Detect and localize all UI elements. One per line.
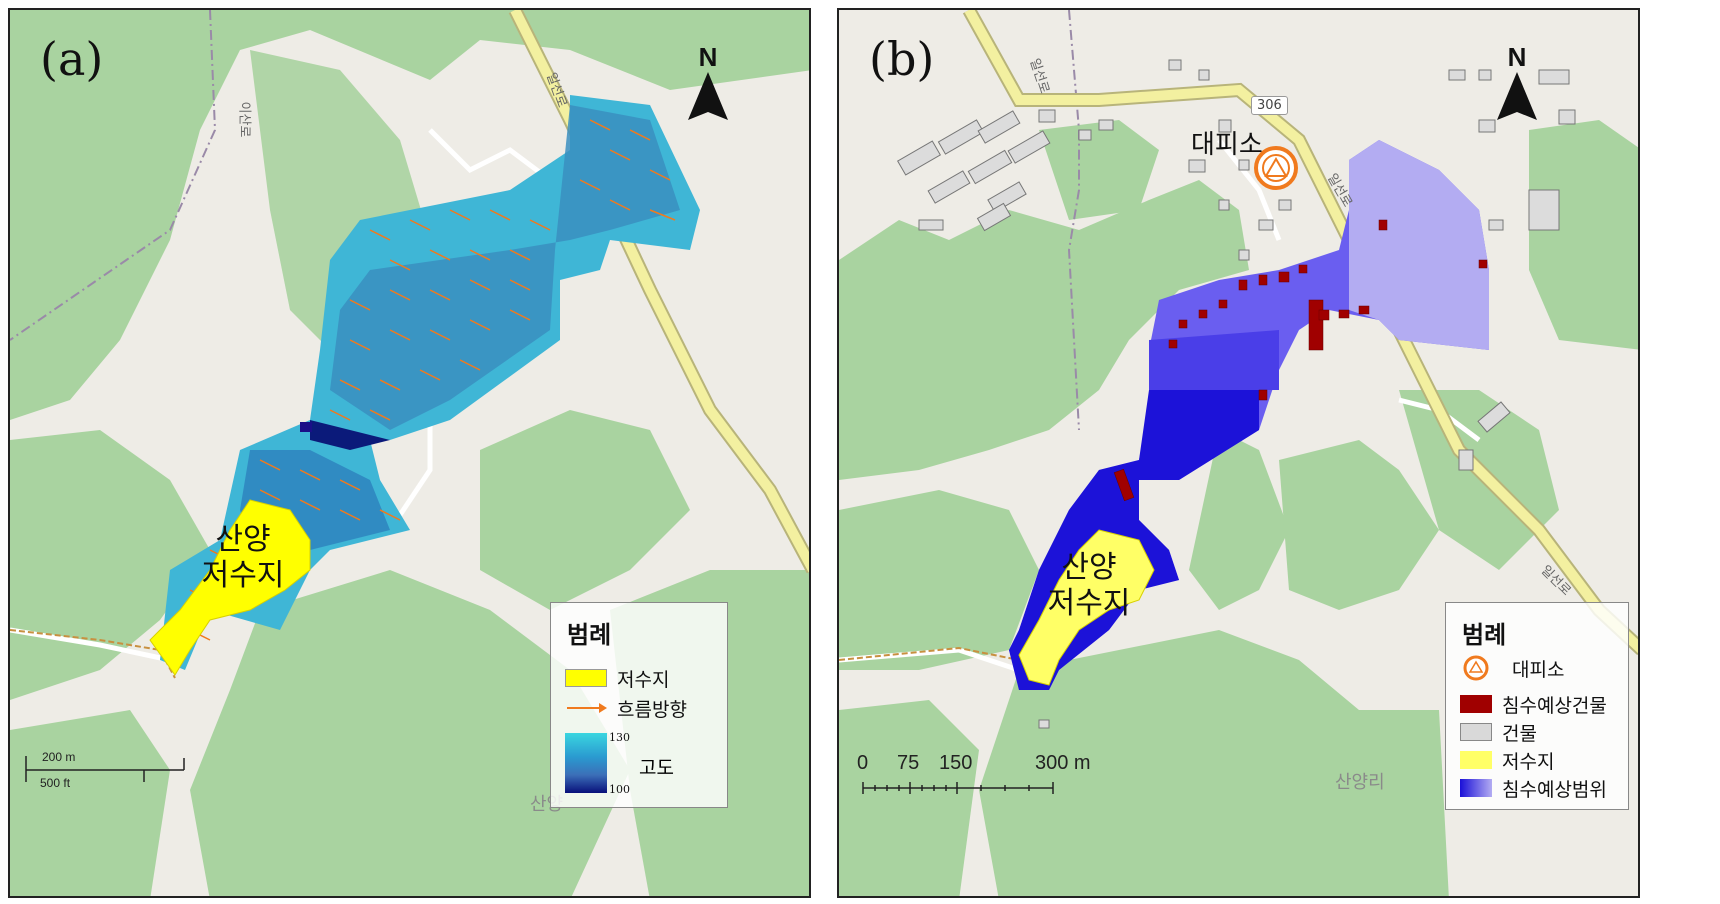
- panel-label: (b): [869, 32, 935, 86]
- legend: 범례 대피소 침수예상건물 건물 저수지 침수예상범위: [1445, 602, 1629, 810]
- scale-bar: 200 m 500 ft: [24, 750, 194, 794]
- elevation-min: 100: [609, 783, 630, 796]
- elevation-max: 130: [609, 731, 630, 744]
- scale-tick-75: 75: [897, 752, 920, 774]
- flood-mid: [1149, 330, 1279, 390]
- north-letter: N: [1507, 42, 1527, 72]
- elevation-ramp: [565, 733, 607, 793]
- legend-item-shelter: 대피소: [1460, 655, 1564, 681]
- reservoir-label-line2: 저수지: [201, 558, 285, 593]
- map-panel-b: (b) N 대피소 306 일선로 일선로 일선로 산양리 산양 저수지 범례 …: [837, 8, 1640, 898]
- flow-arrow-icon: [567, 703, 607, 713]
- reservoir-shape: [1018, 529, 1155, 686]
- legend-item-flood-extent: 침수예상범위: [1460, 775, 1607, 801]
- scale-tick-150: 150: [939, 752, 973, 774]
- legend-label: 침수예상범위: [1502, 778, 1607, 801]
- scale-bar: 0 75 150 300 m: [853, 750, 1091, 804]
- map-canvas-a: [10, 10, 809, 896]
- shelter-icon: [1463, 655, 1489, 681]
- panel-label: (a): [40, 32, 104, 86]
- scale-bar-graphic: [25, 756, 185, 782]
- north-arrow: N: [1487, 42, 1547, 132]
- reservoir-swatch: [565, 669, 607, 687]
- reservoir-label-line1: 산양: [215, 522, 271, 557]
- scale-metric: 200 m: [42, 750, 76, 764]
- north-arrow-icon: [1497, 72, 1537, 120]
- north-arrow-icon: [688, 72, 728, 120]
- reservoir-label-line2: 저수지: [1047, 586, 1131, 621]
- legend: 범례 저수지 흐름방향 130 100 고도: [550, 602, 728, 808]
- legend-label: 흐름방향: [617, 698, 687, 721]
- scale-bar-graphic: [862, 782, 1054, 794]
- legend-item-reservoir: 저수지: [565, 665, 669, 691]
- elevation-label: 고도: [639, 757, 674, 779]
- admin-boundary: [10, 10, 217, 341]
- north-letter: N: [698, 42, 718, 72]
- flood-shallow: [1349, 140, 1489, 350]
- main-road: [510, 10, 809, 573]
- map-panel-a: (a) N 일선로 이산로 산양 산양 저수지 범례 저수지 흐름방향 130 …: [8, 8, 811, 898]
- scale-tick-0: 0: [857, 752, 869, 774]
- legend-item-flooded-building: 침수예상건물: [1460, 691, 1607, 717]
- flooded-building-swatch: [1460, 695, 1492, 713]
- legend-label: 건물: [1502, 722, 1537, 745]
- legend-item-flow: 흐름방향: [565, 695, 687, 721]
- place-label: 산양리: [1335, 772, 1385, 793]
- shelter-label: 대피소: [1191, 130, 1263, 160]
- legend-label: 침수예상건물: [1502, 694, 1607, 717]
- reservoir-label: 산양 저수지: [1034, 550, 1144, 622]
- trail: [839, 646, 1020, 661]
- forest-areas: [839, 120, 1638, 896]
- reservoir-swatch: [1460, 751, 1492, 769]
- legend-title: 범례: [567, 620, 612, 649]
- reservoir-label-line1: 산양: [1061, 550, 1117, 585]
- north-arrow: N: [678, 42, 738, 132]
- legend-label: 저수지: [617, 668, 670, 691]
- admin-boundary: [1067, 10, 1080, 431]
- legend-item-building: 건물: [1460, 719, 1537, 745]
- scale-tick-300: 300 m: [1035, 752, 1091, 774]
- building-swatch: [1460, 723, 1492, 741]
- village-road-label: 이산로: [236, 101, 252, 138]
- reservoir-shape: [149, 499, 311, 676]
- legend-label: 대피소: [1512, 658, 1565, 681]
- map-canvas-b: [839, 10, 1638, 896]
- flood-extent-swatch: [1460, 779, 1492, 797]
- legend-item-reservoir: 저수지: [1460, 747, 1554, 773]
- shelter-icon: [1254, 146, 1298, 190]
- legend-label: 저수지: [1502, 750, 1555, 773]
- forest-areas: [10, 10, 809, 896]
- road-shield: 306: [1251, 96, 1288, 115]
- reservoir-label: 산양 저수지: [188, 522, 298, 594]
- legend-title: 범례: [1462, 620, 1507, 649]
- flooded-buildings: [1113, 219, 1488, 502]
- scale-imperial: 500 ft: [40, 776, 71, 790]
